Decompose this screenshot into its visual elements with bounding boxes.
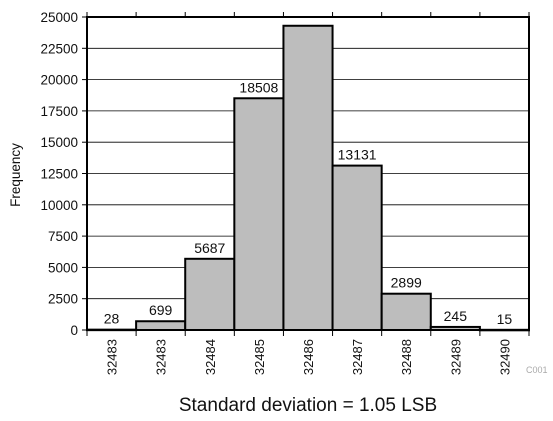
- y-tick-label: 22500: [40, 41, 78, 56]
- y-tick-label: 12500: [40, 167, 78, 182]
- bar-value-label: 245: [444, 308, 468, 324]
- bar: [135, 320, 187, 332]
- y-tick-label: 15000: [40, 135, 78, 150]
- bar-value-label: 13131: [338, 147, 377, 163]
- y-tick-label: 2500: [48, 292, 78, 307]
- x-tick-label: 32484: [203, 339, 218, 375]
- x-tick-label: 32485: [252, 339, 267, 375]
- y-tick-label: 0: [70, 323, 78, 338]
- bar: [331, 164, 383, 331]
- y-tick-label: 10000: [40, 198, 78, 213]
- y-tick-label: 17500: [40, 104, 78, 119]
- y-tick-label: 25000: [40, 10, 78, 25]
- y-axis-label: Frequency: [8, 143, 23, 207]
- bar: [380, 292, 432, 332]
- y-axis-ticks: 0 2500 5000 7500 10000 12500 15000 17500 20000 22…: [40, 10, 87, 338]
- x-tick-label: 32487: [350, 339, 365, 375]
- x-axis-label: Standard deviation = 1.05 LSB: [179, 395, 437, 416]
- x-tick-label: 32490: [497, 339, 512, 375]
- bar-value-label: 699: [149, 302, 173, 318]
- bar: [233, 97, 285, 331]
- x-tick-label: 32488: [399, 339, 414, 375]
- bar-value-label: 5687: [194, 240, 225, 256]
- bar-value-label: 18508: [239, 79, 278, 95]
- y-tick-label: 7500: [48, 229, 78, 244]
- bar-value-label: 28: [104, 311, 120, 327]
- bar-value-label: 2899: [391, 275, 422, 291]
- y-tick-label: 20000: [40, 73, 78, 88]
- figure-code: C001: [526, 365, 548, 375]
- bars: [86, 24, 530, 332]
- x-tick-label: 32483: [154, 339, 169, 375]
- x-tick-label: 32483: [105, 339, 120, 375]
- y-tick-label: 5000: [48, 260, 78, 275]
- bar: [184, 257, 236, 332]
- x-tick-label: 32489: [448, 339, 463, 375]
- x-tick-label: 32486: [301, 339, 316, 375]
- bar: [282, 24, 334, 331]
- bar-data-labels: 28 699 5687 18508 13131 2899 245 15: [104, 79, 513, 327]
- x-axis-ticks: 32483 32483 32484 32485 32486 32487 32488 32489…: [86, 12, 530, 375]
- bar-value-label: 15: [497, 311, 513, 327]
